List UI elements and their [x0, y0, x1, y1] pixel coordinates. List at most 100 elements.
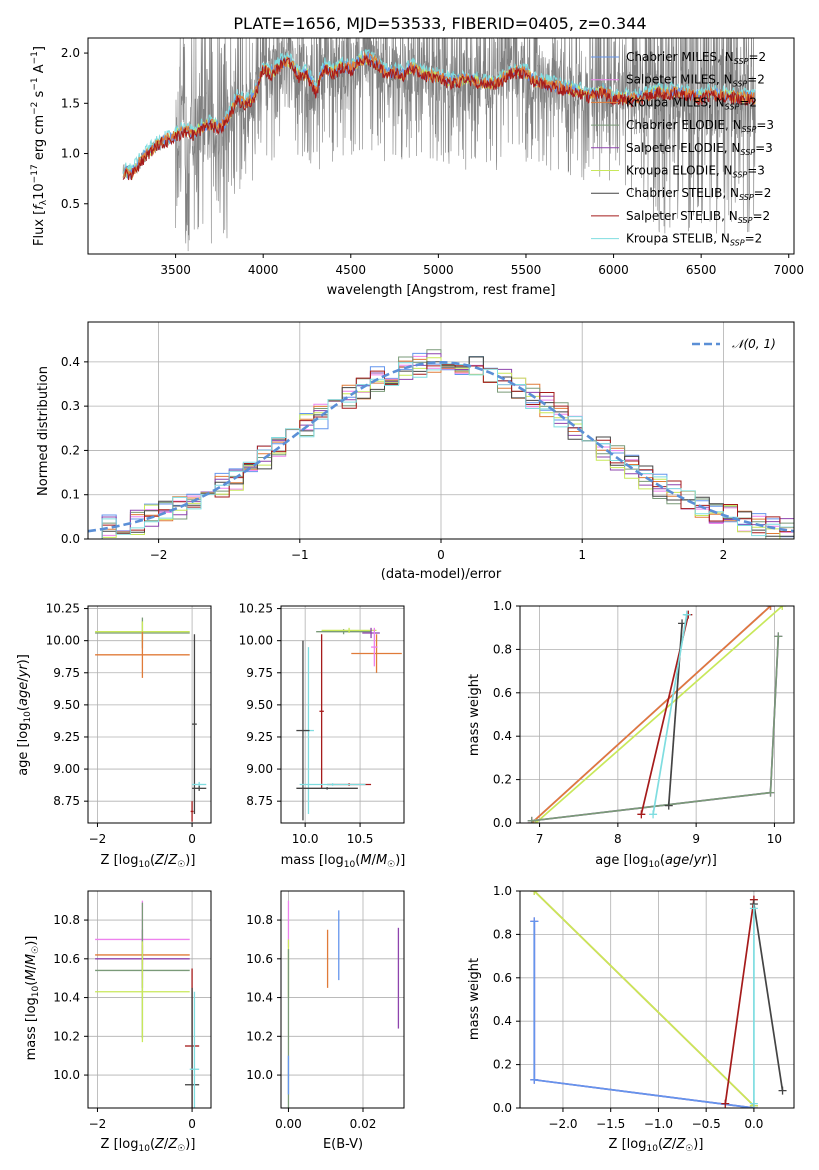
ytick-label: 10.6	[53, 952, 80, 966]
ytick-label: 10.0	[246, 1068, 273, 1082]
residuals-xlabel: (data-model)/error	[381, 567, 502, 582]
legend-label: Kroupa MILES, NSSP=2	[626, 95, 757, 111]
ytick-label: 10.2	[246, 1029, 273, 1043]
mass-z-xlabel: Z [log10(Z/Z☉)]	[101, 1137, 196, 1154]
axes-frame	[280, 605, 405, 824]
ytick-label: 0.4	[493, 1014, 512, 1028]
legend-label: Salpeter ELODIE, NSSP=3	[626, 141, 773, 157]
plot-marks	[296, 627, 402, 821]
age-vs-Z-panel: −2 0 8.75 9.00 9.25 9.50 9.75 10.00 10.25	[46, 602, 212, 846]
xtick-label: −2	[89, 832, 107, 846]
xtick-label: 0.0	[744, 1117, 763, 1131]
spectrum-model-line	[122, 55, 756, 181]
mass-ebv-xlabel: E(B-V)	[323, 1137, 363, 1152]
xtick-label: 0.00	[275, 1117, 302, 1131]
residuals-ytick-label: 0.3	[61, 399, 80, 413]
spectrum-model-line	[122, 49, 756, 175]
spectrum-ticks: 3500 4000 4500 5000 5500 6000 6500 7000 0.5 1.0 1.…	[61, 46, 804, 277]
ytick-label: 9.50	[246, 698, 273, 712]
spectrum-xtick-label: 4500	[336, 263, 367, 277]
legend-label: Salpeter MILES, NSSP=2	[626, 73, 765, 89]
spectrum-data-lines	[122, 38, 756, 252]
ytick-label: 9.50	[53, 698, 80, 712]
xtick-label: −1.5	[596, 1117, 625, 1131]
weight-marker	[530, 917, 539, 926]
ytick-label: 10.00	[239, 634, 273, 648]
weight-line	[531, 606, 772, 823]
figure-title: PLATE=1656, MJD=53533, FIBERID=0405, z=0…	[233, 14, 646, 33]
legend-label: Chabrier ELODIE, NSSP=3	[626, 118, 774, 134]
xtick-label: −2.0	[548, 1117, 577, 1131]
spectrum-data-line	[122, 38, 756, 252]
ytick-label: 0.2	[493, 1058, 512, 1072]
legend-label: Salpeter STELIB, NSSP=2	[626, 209, 770, 225]
spectrum-ytick-label: 2.0	[61, 46, 80, 60]
spectrum-xtick-label: 5500	[511, 263, 542, 277]
xtick-label: −0.5	[692, 1117, 721, 1131]
ytick-label: 0.6	[493, 686, 512, 700]
ytick-label: 10.8	[246, 913, 273, 927]
spectrum-ytick-label: 1.5	[61, 96, 80, 110]
weight-marker	[778, 1086, 787, 1095]
spectrum-xtick-label: 3500	[160, 263, 191, 277]
weight-marker	[721, 1099, 730, 1108]
weight-line	[535, 606, 783, 823]
ytick-label: 0.6	[493, 971, 512, 985]
plot-marks	[95, 617, 207, 822]
axes-frame	[519, 890, 795, 1109]
age-vs-mass-panel: 10.0 10.5 8.75 9.00 9.25 9.50 9.75 10.00 10.25	[239, 602, 405, 846]
residuals-xtick-label: 1	[578, 548, 586, 562]
weight-age-xlabel: age [log10(age/yr)]	[595, 853, 717, 870]
weight-marker	[664, 801, 673, 810]
weight-vs-age-panel: 7 8 9 10 0.0 0.2 0.4 0.6 0.8 1.0	[493, 599, 795, 846]
xtick-label: 7	[536, 832, 544, 846]
weight-marker	[530, 891, 539, 895]
ytick-label: 0.0	[493, 816, 512, 830]
ytick-label: 10.8	[53, 913, 80, 927]
legend-label: Kroupa ELODIE, NSSP=3	[626, 164, 765, 180]
normal-curve	[88, 360, 794, 533]
residuals-legend: 𝒩(0, 1)	[692, 337, 776, 351]
plot-marks	[530, 891, 787, 1108]
weight-vs-Z-panel: −2.0 −1.5 −1.0 −0.5 0.0 0.0 0.2 0.4 0.6 0.8 1.0	[493, 884, 795, 1131]
weight-marker	[527, 816, 536, 823]
axes-frame	[519, 605, 795, 824]
residuals-xtick-label: −1	[291, 548, 309, 562]
weight-marker	[649, 810, 658, 819]
xtick-label: 9	[692, 832, 700, 846]
xtick-label: −2	[89, 1117, 107, 1131]
ytick-label: 9.00	[53, 762, 80, 776]
ytick-label: 9.00	[246, 762, 273, 776]
weight-marker	[530, 1075, 539, 1084]
ytick-label: 10.25	[239, 602, 273, 616]
weight-line	[533, 921, 755, 1108]
weight-age-ylabel: mass weight	[467, 674, 482, 756]
xtick-label: −1.0	[644, 1117, 673, 1131]
xtick-label: 10.0	[292, 832, 319, 846]
spectrum-xtick-label: 7000	[773, 263, 804, 277]
weight-marker	[749, 904, 758, 913]
legend-label: Kroupa STELIB, NSSP=2	[626, 232, 762, 248]
xtick-label: 0	[188, 1117, 196, 1131]
mass-vs-ebv-panel: 0.00 0.02 10.0 10.2 10.4 10.6 10.8	[246, 890, 405, 1131]
spectrum-axes-frame	[87, 37, 795, 255]
axes-frame	[87, 605, 212, 824]
residuals-ytick-label: 0.1	[61, 488, 80, 502]
ytick-label: 0.8	[493, 927, 512, 941]
age-mass-xlabel: mass [log10(M/M☉)]	[281, 853, 406, 870]
residuals-ytick-label: 0.0	[61, 532, 80, 546]
ytick-label: 10.4	[246, 991, 273, 1005]
spectrum-ytick-label: 0.5	[61, 197, 80, 211]
legend-label: Chabrier MILES, NSSP=2	[626, 50, 766, 66]
plot-marks	[527, 606, 787, 823]
ytick-label: 9.25	[53, 730, 80, 744]
residuals-ylabel: Normed distribution	[36, 366, 51, 496]
ytick-label: 1.0	[493, 884, 512, 898]
residuals-xtick-label: 0	[437, 548, 445, 562]
spectrum-ytick-label: 1.0	[61, 147, 80, 161]
ytick-label: 0.0	[493, 1101, 512, 1115]
weight-z-xlabel: Z [log10(Z/Z☉)]	[609, 1137, 704, 1154]
xtick-label: 8	[614, 832, 622, 846]
